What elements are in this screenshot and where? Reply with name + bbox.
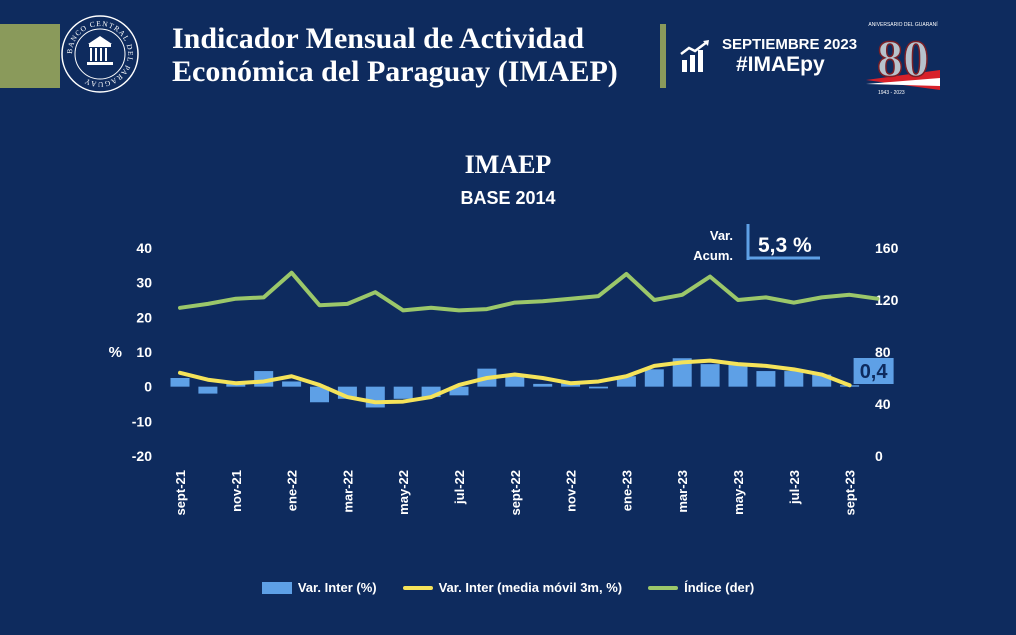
index-series-line bbox=[178, 270, 880, 313]
bar bbox=[700, 364, 720, 387]
x-axis-tick-label: jul-22 bbox=[452, 470, 467, 505]
anniversary-top-text: ANIVERSARIO DEL GUARANÍ bbox=[868, 21, 938, 28]
bar bbox=[505, 374, 525, 387]
anniversary-years: 1943 - 2023 bbox=[878, 90, 905, 96]
title-line-1: Indicador Mensual de Actividad bbox=[172, 22, 585, 55]
x-axis-tick-label: sept-22 bbox=[508, 470, 523, 516]
x-axis-tick-label: sept-23 bbox=[843, 470, 858, 516]
bar bbox=[589, 386, 608, 389]
y2-axis-tick-label: 40 bbox=[875, 396, 891, 412]
legend-item-index[interactable]: Índice (der) bbox=[648, 580, 754, 595]
legend-swatch-index bbox=[648, 585, 679, 590]
bar bbox=[533, 383, 553, 387]
x-axis-tick-label: may-22 bbox=[396, 470, 411, 515]
bar bbox=[784, 371, 804, 387]
annotation-label-2: Acum. bbox=[693, 248, 733, 263]
bar bbox=[728, 364, 748, 387]
y-axis-tick-label: -20 bbox=[132, 448, 152, 464]
building-icon bbox=[87, 36, 113, 65]
anniversary-80-logo: ANIVERSARIO DEL GUARANÍ 80 1943 - 2023 bbox=[866, 21, 940, 96]
x-axis-tick-label: sept-21 bbox=[173, 470, 188, 516]
legend-label-bars: Var. Inter (%) bbox=[297, 580, 377, 595]
y-axis-tick-label: 0 bbox=[144, 379, 152, 395]
page-title: Indicador Mensual de Actividad Económica… bbox=[172, 22, 618, 88]
y-axis-label: % bbox=[109, 344, 122, 361]
accent-bar bbox=[0, 24, 60, 88]
bar bbox=[672, 358, 692, 387]
y-axis-tick-label: 10 bbox=[136, 344, 152, 360]
bar bbox=[170, 378, 190, 387]
chart-subtitle: BASE 2014 bbox=[460, 188, 556, 208]
hashtag[interactable]: #IMAEpy bbox=[736, 53, 825, 76]
legend-swatch-moving-avg bbox=[402, 585, 433, 590]
y2-axis-tick-label: 120 bbox=[875, 292, 899, 308]
last-value-label: 0,4 bbox=[860, 361, 889, 383]
x-axis-tick-label: mar-22 bbox=[340, 470, 355, 513]
annotation-label-1: Var. bbox=[710, 228, 733, 243]
x-axis-tick-label: ene-22 bbox=[285, 470, 300, 511]
x-axis-tick-label: jul-23 bbox=[787, 470, 802, 505]
legend-item-bars[interactable]: Var. Inter (%) bbox=[261, 580, 377, 595]
y-axis-tick-label: -10 bbox=[132, 413, 152, 429]
bcp-seal-logo: BANCO CENTRAL DEL PARAGUAY bbox=[61, 15, 139, 93]
x-axis-tick-label: ene-23 bbox=[619, 470, 634, 511]
trend-chart-icon bbox=[680, 40, 709, 72]
y-axis-tick-label: 30 bbox=[136, 275, 152, 291]
chart-legend: Var. Inter (%) Var. Inter (media móvil 3… bbox=[0, 580, 1016, 595]
period-label: SEPTIEMBRE 2023 bbox=[722, 36, 858, 53]
y2-axis-tick-label: 0 bbox=[875, 448, 883, 464]
bar bbox=[365, 386, 385, 408]
legend-swatch-bars bbox=[261, 581, 292, 594]
anniversary-number: 80 bbox=[877, 31, 929, 88]
bar bbox=[756, 371, 776, 387]
y-axis-tick-label: 20 bbox=[136, 309, 152, 325]
title-line-2: Económica del Paraguay (IMAEP) bbox=[172, 55, 618, 88]
bar bbox=[644, 369, 664, 387]
bar bbox=[449, 386, 469, 396]
y2-axis-tick-label: 80 bbox=[875, 344, 891, 360]
header: BANCO CENTRAL DEL PARAGUAY Indicador Men… bbox=[0, 0, 1016, 115]
header-divider bbox=[660, 24, 666, 88]
bar bbox=[616, 376, 636, 387]
annotation-value: 5,3 % bbox=[758, 234, 812, 257]
bar bbox=[393, 386, 413, 399]
y2-axis-tick-label: 160 bbox=[875, 240, 899, 256]
bar bbox=[421, 386, 441, 398]
last-value-box bbox=[853, 358, 894, 384]
x-axis-tick-label: nov-21 bbox=[229, 470, 244, 512]
x-axis-tick-label: may-23 bbox=[731, 470, 746, 515]
y-axis-tick-label: 40 bbox=[136, 240, 152, 256]
moving-average-line bbox=[178, 358, 852, 405]
x-axis-tick-label: mar-23 bbox=[675, 470, 690, 513]
legend-label-index: Índice (der) bbox=[684, 580, 755, 595]
bar bbox=[198, 386, 218, 394]
legend-label-moving-avg: Var. Inter (media móvil 3m, %) bbox=[438, 580, 623, 595]
x-axis-tick-label: nov-22 bbox=[564, 470, 579, 512]
bar bbox=[282, 381, 302, 387]
legend-item-moving-avg[interactable]: Var. Inter (media móvil 3m, %) bbox=[402, 580, 623, 595]
bar bbox=[310, 386, 329, 403]
chart-title: IMAEP bbox=[464, 150, 552, 179]
